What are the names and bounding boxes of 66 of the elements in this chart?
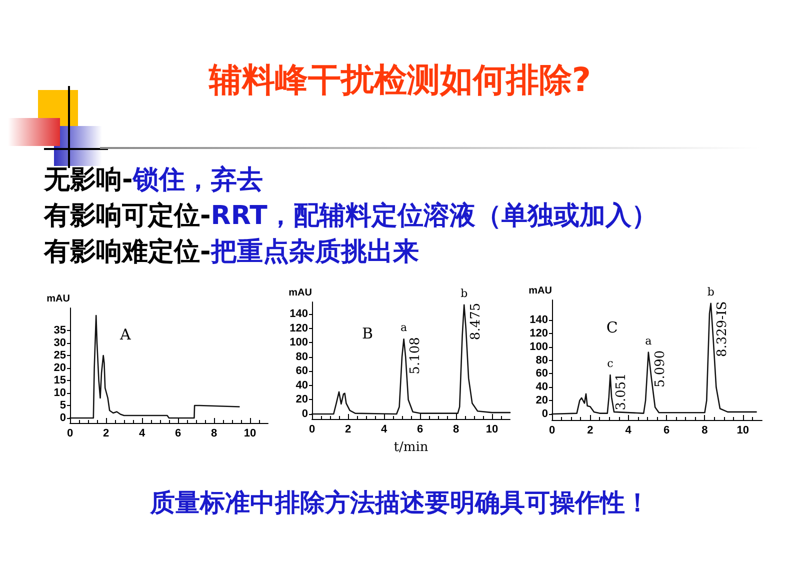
y-tick-label: 80 <box>536 354 548 366</box>
y-tick-label: 140 <box>530 314 548 326</box>
x-tick-label: 2 <box>587 424 594 436</box>
x-tick-label: 4 <box>380 424 388 436</box>
annotation: 5.090 <box>653 350 668 388</box>
x-tick-label: 10 <box>244 428 256 440</box>
text: 无影响-锁住，弃去 <box>44 164 263 197</box>
annotation: a <box>645 334 652 348</box>
y-axis-title: mAU <box>288 288 312 298</box>
x-tick-label: 4 <box>625 424 632 436</box>
x-tick-label: 10 <box>486 424 498 436</box>
x-tick-label: 8 <box>702 424 708 436</box>
y-tick-label: 120 <box>290 322 308 334</box>
y-axis-title: mAU <box>46 294 70 304</box>
y-tick-label: 100 <box>530 340 548 353</box>
annotation: b <box>707 285 714 298</box>
x-tick-label: 8 <box>210 428 218 440</box>
x-tick-label: 6 <box>663 424 670 436</box>
y-tick-label: 0 <box>302 408 308 420</box>
x-tick-label: 6 <box>416 424 424 436</box>
y-tick-label: 15 <box>54 374 66 386</box>
x-tick-label: 2 <box>344 424 352 436</box>
y-tick-label: 60 <box>536 368 548 380</box>
line-series <box>551 302 757 415</box>
text: 有影响难定位-把重点杂质挑出来 <box>44 236 419 269</box>
text: 辅料峰干扰检测如何排除? <box>208 59 592 101</box>
annotation: 8.329-IS <box>715 301 730 358</box>
y-tick-label: 20 <box>54 362 66 374</box>
text: 有影响可定位-RRT，配辅料定位溶液（单独或加入） <box>44 200 658 233</box>
line-series <box>311 304 511 415</box>
y-tick-label: 100 <box>290 336 308 349</box>
x-tick-label: 4 <box>138 428 146 440</box>
y-tick-label: 40 <box>296 379 308 392</box>
y-tick-label: 10 <box>54 387 66 399</box>
line-series <box>69 314 240 419</box>
x-tick-label: 6 <box>174 428 182 440</box>
y-tick-label: 5 <box>60 400 66 412</box>
x-tick-label: 10 <box>736 424 750 436</box>
y-tick-label: 60 <box>296 365 308 378</box>
x-tick-label: 8 <box>452 424 460 436</box>
x-tick-label: 0 <box>548 424 556 436</box>
y-tick-label: 30 <box>54 337 66 349</box>
annotation: B <box>362 324 374 343</box>
y-tick-label: 80 <box>296 350 308 363</box>
y-tick-label: 140 <box>290 308 308 320</box>
y-tick-label: 0 <box>60 412 66 424</box>
text: 质量标准中排除方法描述要明确具可操作性！ <box>148 487 651 519</box>
annotation: A <box>119 325 131 344</box>
annotation: b <box>460 286 468 300</box>
annotation: C <box>606 318 618 337</box>
y-tick-label: 120 <box>530 328 548 340</box>
annotation: a <box>400 321 408 334</box>
y-tick-label: 20 <box>296 394 308 406</box>
annotation: 8.475 <box>468 302 484 340</box>
y-tick-label: 40 <box>536 381 548 394</box>
annotation: 3.051 <box>614 373 630 410</box>
x-axis-title: t/min <box>394 440 429 455</box>
annotation: c <box>607 357 614 370</box>
x-tick-label: 0 <box>308 424 316 436</box>
x-tick-label: 2 <box>102 428 110 440</box>
annotation: 5.108 <box>408 337 423 374</box>
y-tick-label: 20 <box>536 394 548 407</box>
y-tick-label: 0 <box>542 408 548 420</box>
y-tick-label: 25 <box>54 350 66 362</box>
y-axis-title: mAU <box>528 286 552 296</box>
y-tick-label: 35 <box>54 324 66 336</box>
